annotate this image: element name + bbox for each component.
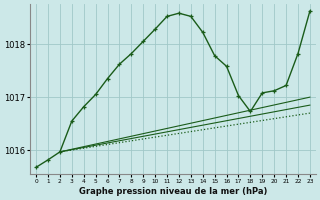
X-axis label: Graphe pression niveau de la mer (hPa): Graphe pression niveau de la mer (hPa) bbox=[79, 187, 267, 196]
